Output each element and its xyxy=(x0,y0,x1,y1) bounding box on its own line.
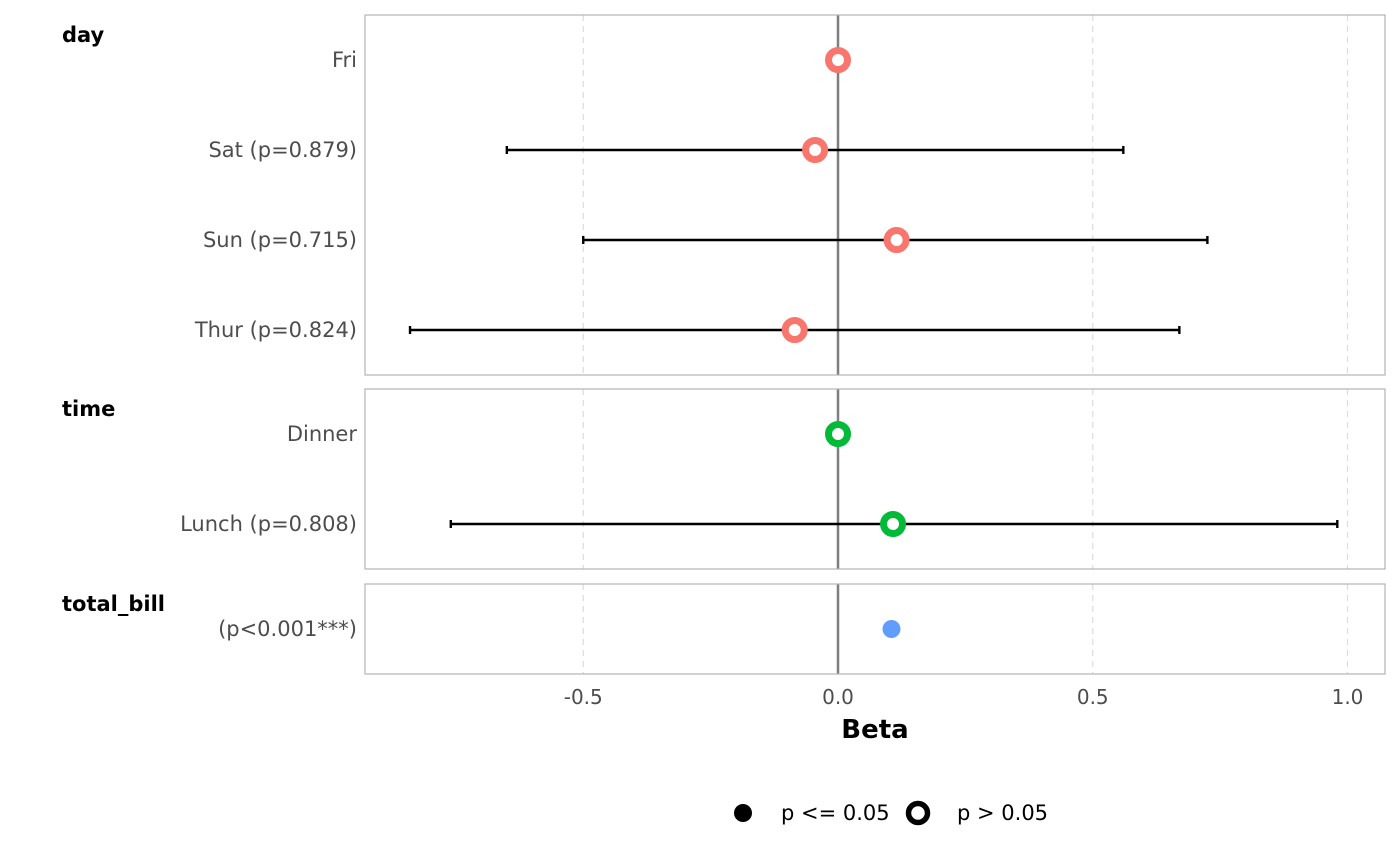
x-tick-label: -0.5 xyxy=(564,685,603,709)
estimate-point xyxy=(882,620,901,638)
facet-panels: day Fri Sat (p=0.879) Sun (p=0.715) Thur (p=… xyxy=(62,14,1386,675)
panel-border xyxy=(364,388,1386,570)
row-label: Sat (p=0.879) xyxy=(208,138,357,162)
x-tick-label: 0.0 xyxy=(822,685,854,709)
legend-label: p > 0.05 xyxy=(957,801,1048,825)
group-title: time xyxy=(62,397,115,421)
row-label: Dinner xyxy=(287,422,358,446)
facet-day: day Fri Sat (p=0.879) Sun (p=0.715) Thur (p=… xyxy=(62,14,1386,376)
legend-label: p <= 0.05 xyxy=(781,801,890,825)
legend-hollow-circle-icon xyxy=(905,800,931,826)
x-tick-label: 0.5 xyxy=(1077,685,1109,709)
row-label: Thur (p=0.824) xyxy=(194,318,357,342)
facet-total-bill: total_bill (p<0.001***) xyxy=(62,583,1386,675)
x-axis: -0.5 0.0 0.5 1.0 xyxy=(564,685,1364,709)
estimate-point xyxy=(883,227,910,253)
estimate-point xyxy=(802,137,829,163)
estimate-point xyxy=(880,511,907,537)
legend-item: p > 0.05 xyxy=(905,800,1048,826)
group-title: day xyxy=(62,23,105,47)
facet-time: time Dinner Lunch (p=0.808) xyxy=(62,388,1386,570)
legend-item: p <= 0.05 xyxy=(734,801,890,825)
row-label: Fri xyxy=(332,48,357,72)
legend-filled-circle-icon xyxy=(734,804,752,822)
legend: p <= 0.05 p > 0.05 xyxy=(734,800,1048,826)
panel-border xyxy=(364,583,1386,675)
panel-border xyxy=(364,14,1386,376)
row-label: Lunch (p=0.808) xyxy=(180,512,357,536)
row-label: Sun (p=0.715) xyxy=(203,228,357,252)
estimate-point xyxy=(781,317,808,343)
x-tick-label: 1.0 xyxy=(1332,685,1364,709)
group-title: total_bill xyxy=(62,592,165,616)
row-label: (p<0.001***) xyxy=(218,617,357,641)
x-axis-title: Beta xyxy=(841,715,908,745)
estimate-point xyxy=(825,421,851,447)
estimate-point xyxy=(825,47,851,73)
